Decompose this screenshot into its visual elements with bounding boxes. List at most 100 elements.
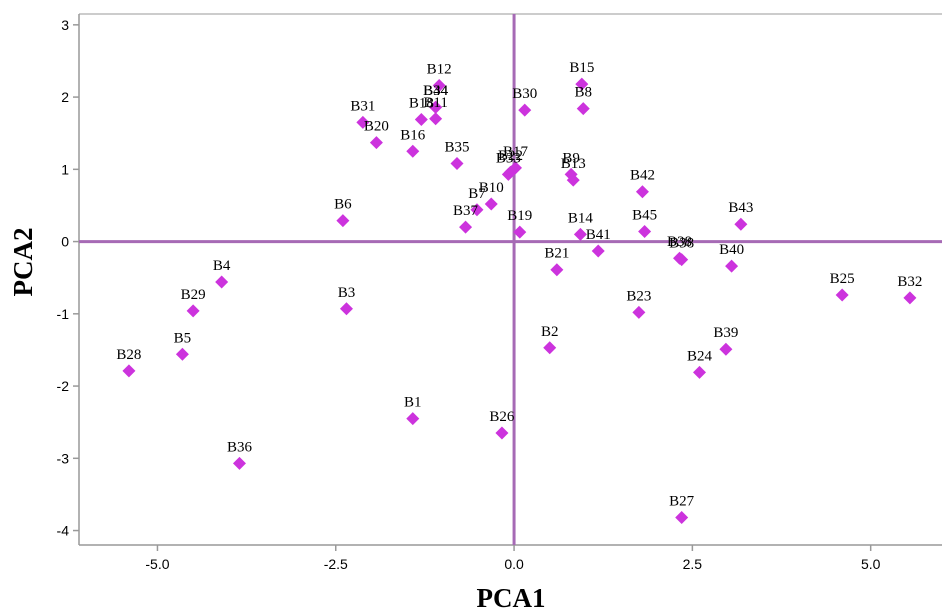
data-point-labels: B1 B2 B3 B4 B5 B6 B7 B8 B9 B10 B11 B12 B13 B14 B15 B16 B… (116, 60, 922, 509)
point-b45 (638, 224, 652, 238)
point-label-b38: B38 (667, 234, 692, 250)
point-label-b4: B4 (213, 258, 231, 274)
point-label-b45: B45 (632, 207, 657, 223)
point-b40 (725, 259, 739, 273)
point-label-b7: B7 (468, 186, 486, 202)
point-label-b25: B25 (830, 271, 855, 287)
point-label-b8: B8 (574, 85, 592, 101)
point-b3 (339, 302, 353, 316)
point-b7 (470, 203, 484, 217)
point-label-b26: B26 (489, 409, 515, 425)
point-label-b24: B24 (687, 348, 713, 364)
point-b37 (459, 220, 473, 234)
point-label-b15: B15 (569, 60, 594, 76)
point-b21 (550, 263, 564, 277)
point-b14 (573, 227, 587, 241)
point-label-b34: B34 (423, 83, 449, 99)
point-b10 (484, 197, 498, 211)
point-label-b2: B2 (541, 324, 559, 340)
point-label-b41: B41 (586, 227, 611, 243)
point-b15 (575, 77, 589, 91)
point-label-b37: B37 (453, 203, 479, 219)
y-tick-label: 3 (61, 17, 69, 33)
point-b4 (215, 275, 229, 289)
point-label-b36: B36 (227, 439, 253, 455)
point-label-b20: B20 (364, 119, 389, 135)
point-label-b10: B10 (479, 180, 504, 196)
point-b26 (495, 426, 509, 440)
point-label-b21: B21 (544, 246, 569, 262)
point-b19 (513, 225, 527, 239)
point-label-b23: B23 (626, 288, 651, 304)
point-b20 (369, 136, 383, 150)
point-label-b17: B17 (503, 144, 529, 160)
point-b28 (122, 364, 136, 378)
point-label-b31: B31 (350, 98, 375, 114)
point-b33 (501, 167, 515, 181)
y-tick-label: 0 (61, 234, 69, 250)
point-label-b39: B39 (713, 325, 738, 341)
point-label-b32: B32 (897, 274, 922, 290)
point-b44 (429, 100, 443, 114)
point-label-b30: B30 (512, 86, 537, 102)
point-b16 (406, 144, 420, 158)
point-label-b43: B43 (728, 200, 753, 216)
point-b27 (675, 511, 689, 525)
x-tick-label: -5.0 (145, 556, 169, 572)
point-b23 (632, 305, 646, 319)
point-label-b13: B13 (561, 156, 586, 172)
y-tick-label: -4 (57, 523, 70, 539)
point-b24 (693, 365, 707, 379)
point-label-b12: B12 (427, 62, 452, 78)
point-label-b16: B16 (400, 127, 426, 143)
point-b6 (336, 214, 350, 228)
point-b32 (903, 291, 917, 305)
data-points (122, 77, 917, 525)
y-tick-label: -2 (57, 378, 70, 394)
point-label-b35: B35 (445, 140, 470, 156)
x-tick-label: 2.5 (683, 556, 703, 572)
point-label-b22: B22 (498, 148, 523, 164)
point-label-b11: B11 (423, 95, 447, 111)
point-b30 (518, 103, 532, 117)
plot-frame (78, 13, 942, 546)
x-axis-title: PCA1 (477, 583, 546, 613)
point-label-b29: B29 (181, 287, 206, 303)
point-b12 (432, 79, 446, 93)
point-b13 (566, 173, 580, 187)
point-b5 (175, 347, 189, 361)
point-b43 (734, 217, 748, 231)
point-b1 (406, 412, 420, 426)
point-label-b1: B1 (404, 395, 422, 411)
point-label-b42: B42 (630, 168, 655, 184)
y-tick-label: 1 (61, 161, 69, 177)
point-label-b9: B9 (562, 150, 580, 166)
point-b39 (719, 342, 733, 356)
point-label-b44: B44 (423, 83, 449, 99)
point-label-b3: B3 (338, 285, 356, 301)
x-tick-label: -2.5 (324, 556, 348, 572)
reference-lines (79, 14, 942, 545)
point-label-b33: B33 (496, 150, 521, 166)
y-axis-title: PCA2 (8, 228, 38, 297)
point-b18 (414, 112, 428, 126)
point-b41 (591, 244, 605, 258)
point-label-b38: B38 (669, 236, 694, 252)
point-label-b18: B18 (409, 95, 434, 111)
y-tick-label: -3 (57, 450, 70, 466)
point-b36 (232, 456, 246, 470)
point-b25 (835, 288, 849, 302)
point-b38 (675, 253, 689, 267)
point-label-b19: B19 (507, 208, 532, 224)
point-label-b28: B28 (116, 347, 141, 363)
y-tick-label: -1 (57, 306, 70, 322)
x-tick-label: 5.0 (861, 556, 881, 572)
point-b42 (635, 185, 649, 199)
point-label-b5: B5 (174, 330, 192, 346)
y-tick-label: 2 (61, 89, 69, 105)
point-b35 (450, 157, 464, 171)
point-b31 (356, 115, 370, 129)
x-tick-label: 0.0 (504, 556, 524, 572)
y-axis-ticks: -4 -3 -2 -1 0 1 2 3 (57, 17, 79, 539)
